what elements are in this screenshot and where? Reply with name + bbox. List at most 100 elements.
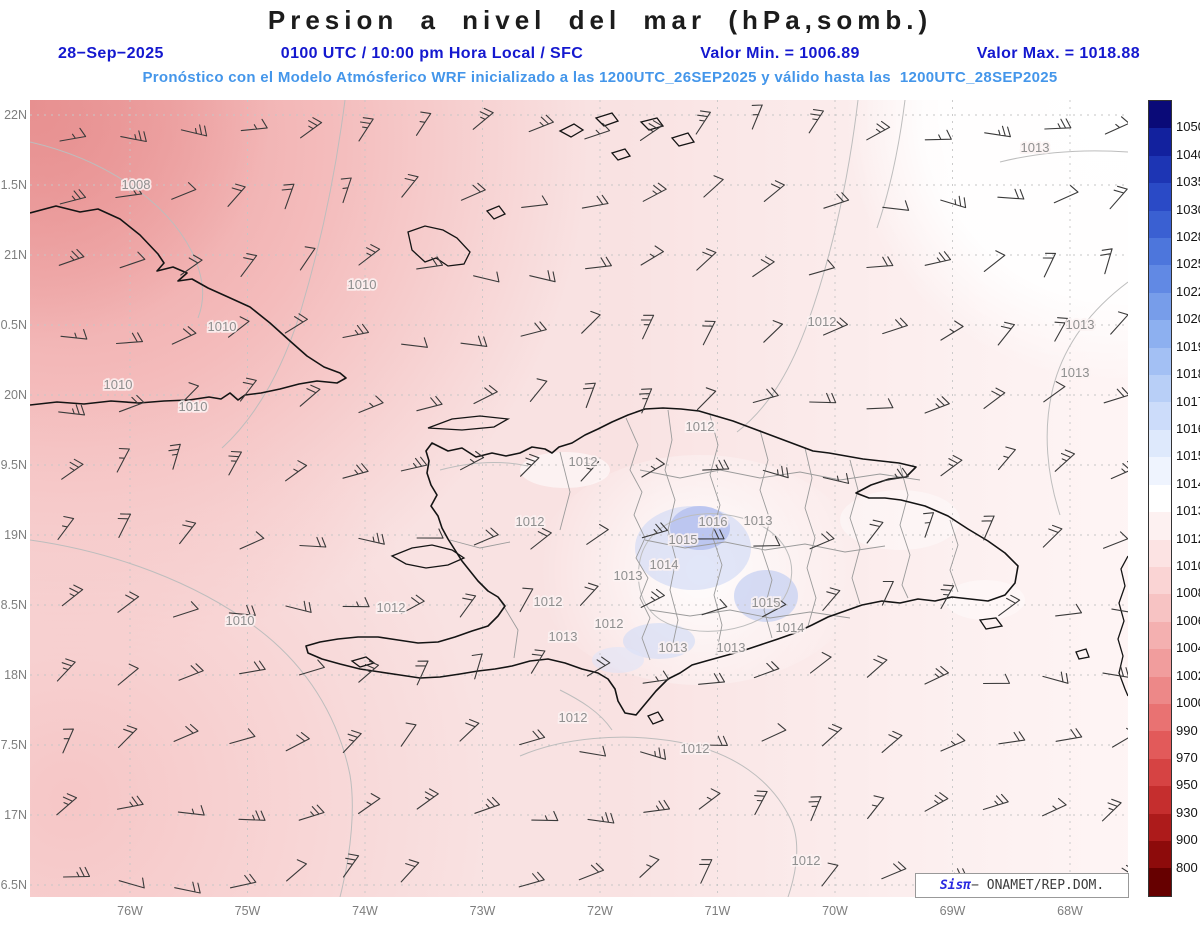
wind-barb [701,598,728,616]
pressure-colorbar [1148,100,1172,897]
wind-barb [239,531,265,550]
colorbar-cell [1149,594,1171,622]
island-coastline [558,123,585,138]
wind-barb [416,788,439,810]
wind-barb [703,175,724,198]
island-coastline [639,117,665,131]
lon-tick-label: 74W [352,904,378,918]
wind-barb [981,515,995,541]
wind-barb [639,388,653,414]
island-coastline [1075,648,1090,660]
colorbar-cell [1149,649,1171,677]
wind-barb [171,326,197,345]
wind-barb [642,670,670,684]
wind-barb [117,513,132,538]
lat-tick-label: 9.5N [1,458,27,472]
wind-barb [58,248,85,266]
lon-tick-label: 70W [822,904,848,918]
wind-barb [881,730,903,753]
wind-barb [358,532,385,545]
colorbar-cell [1149,731,1171,759]
wind-barb [118,877,145,889]
wind-barb [358,660,380,683]
wind-barb [520,453,540,477]
colorbar-cell [1149,539,1171,567]
wind-barb [300,117,323,139]
wind-barb [1054,317,1069,342]
island-coastline [485,205,507,220]
wind-barb [924,665,950,685]
admin-boundary [949,519,959,593]
wind-barb [808,109,824,134]
wind-barb [700,735,728,746]
wind-barb [400,722,417,747]
colorbar-cell [1149,238,1171,266]
wind-barb [580,458,600,482]
admin-boundary [899,464,911,599]
wind-barb [643,799,671,813]
wind-barb [229,728,256,745]
wind-barb [752,256,775,278]
wind-barb [472,107,494,130]
isobar-label: 1014 [650,557,679,572]
wind-barb [120,130,147,143]
wind-barb [698,672,726,685]
wind-barb [809,392,837,404]
wind-barb [116,795,144,810]
lon-tick-label: 71W [705,904,731,918]
isobar-label: 1014 [776,620,805,635]
wind-barb [997,446,1016,471]
wind-barb [762,597,787,618]
lat-tick-label: 19N [4,528,27,542]
isobar-label: 1010 [348,277,377,292]
isobar-label: 1012 [377,600,406,615]
wind-barb [1044,118,1072,130]
wind-barb [1042,797,1067,817]
wind-barb [587,812,615,824]
wind-barb [62,728,74,754]
wind-barb [763,320,784,343]
wind-barb [400,859,420,883]
wind-barb [473,527,499,546]
wind-barb [228,604,256,616]
wind-barb [753,535,781,547]
admin-boundary [649,609,851,619]
wind-barb [284,313,308,334]
wind-barb [178,663,204,681]
wind-barb [460,182,486,201]
isobar-label: 1010 [179,399,208,414]
wind-barb [358,395,384,414]
island-coastline [978,617,1004,630]
wind-barb [179,520,197,545]
wind-barb [460,335,488,347]
wind-barb [983,387,1006,409]
wind-barb [459,718,480,742]
isobar-contour [30,141,204,319]
isobar-label: 1012 [686,419,715,434]
wind-barb [923,512,935,538]
admin-boundary [559,451,571,531]
wind-barb [1109,185,1128,210]
isobar-label: 1013 [744,513,773,528]
island-coastline [427,415,511,431]
wind-barb [529,378,548,402]
lon-tick-label: 73W [470,904,496,918]
island-coastline [390,544,466,569]
wind-barb [240,253,258,277]
colorbar-cell [1149,758,1171,787]
lat-tick-label: 7.5N [1,738,27,752]
admin-boundary [499,599,519,659]
pressure-patch [623,623,695,659]
wind-barb [924,129,952,141]
wind-barb [1110,311,1128,335]
wind-barb [460,450,485,471]
wind-barb [983,250,1006,272]
wind-barb [579,745,607,757]
colorbar-cell [1149,840,1171,869]
wind-barb [823,317,849,336]
wind-barb [342,597,370,608]
admin-boundary [804,447,817,627]
isobar-contour [559,689,613,731]
wind-barb [584,122,611,140]
